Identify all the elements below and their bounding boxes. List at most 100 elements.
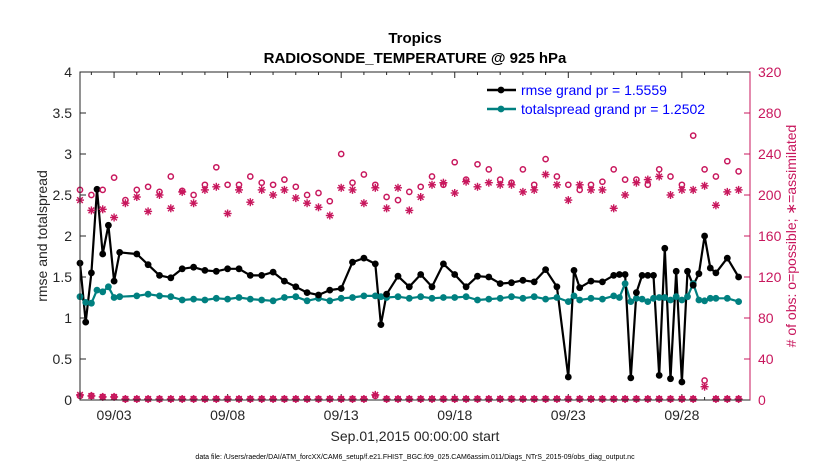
totalspread-point [621,280,629,287]
rmse-point [616,271,623,278]
rmse-point [99,250,107,258]
totalspread-point [417,293,425,301]
x-tick-label: 09/18 [437,407,472,423]
totalspread-point [712,294,720,302]
totalspread-point [735,298,742,305]
obs-assimilated-point [246,198,255,207]
obs-assimilated-point [371,183,380,192]
y-left-tick-label: 0.5 [53,351,73,367]
totalspread-point [190,295,198,303]
x-tick-label: 09/08 [210,407,245,423]
obs-possible-point [428,173,436,180]
obs-assimilated-low-point [291,395,300,403]
obs-assimilated-low-point [280,395,289,403]
obs-assimilated-point [723,187,732,196]
obs-assimilated-point [110,213,119,222]
obs-possible-point [485,166,493,173]
rmse-point [156,272,163,279]
rmse-point [269,268,277,276]
obs-assimilated-low-point [734,395,743,403]
rmse-point [178,265,186,273]
obs-assimilated-point [269,191,278,199]
obs-assimilated-point [530,185,539,194]
obs-assimilated-point [189,199,198,208]
rmse-point [712,269,720,277]
obs-assimilated-low-point [575,395,584,403]
obs-assimilated-point [484,178,493,187]
rmse-point [667,375,674,383]
obs-assimilated-low-point [121,395,130,403]
obs-assimilated-point [655,172,664,181]
obs-assimilated-point [598,185,607,194]
obs-assimilated-point [303,199,312,208]
obs-possible-point [326,197,334,205]
rmse-point [212,267,220,275]
obs-assimilated-point [734,185,743,194]
obs-possible-point [99,186,107,194]
rmse-point [246,272,254,279]
obs-assimilated-low-point [462,395,471,403]
obs-assimilated-low-point [246,395,255,403]
rmse-point [201,267,209,274]
data-file-footer: data file: /Users/raeder/DAI/ATM_forcXX/… [195,454,635,461]
rmse-point [326,286,334,294]
totalspread-point [723,294,731,302]
obs-assimilated-low-point [189,395,198,403]
y-axis-label-right: # of obs: o=possible; ∗=assimilated [783,125,799,348]
y-right-tick-label: 120 [758,269,782,285]
rmse-point [496,280,504,287]
rmse-point [655,372,663,379]
rmse-point [116,249,124,256]
totalspread-point [212,294,220,302]
obs-assimilated-low-point [689,395,698,403]
obs-possible-point [110,174,118,181]
obs-assimilated-point [666,191,675,199]
rmse-point [360,254,368,262]
totalspread-point [394,293,402,301]
obs-assimilated-low-point [677,395,686,403]
obs-possible-point [474,160,481,168]
rmse-point [82,318,90,326]
rmse-point [190,263,198,271]
obs-assimilated-low-point [371,390,380,399]
obs-assimilated-low-point [155,395,164,403]
obs-assimilated-low-point [132,395,141,403]
totalspread-point [542,295,549,303]
totalspread-point [576,296,584,304]
obs-assimilated-low-point [428,395,436,403]
rmse-point [576,284,584,292]
chart-subtitle: RADIOSONDE_TEMPERATURE @ 925 hPa [264,50,567,67]
obs-assimilated-low-point [439,395,448,403]
rmse-point [684,267,691,275]
obs-assimilated-point [178,187,187,196]
totalspread-point [349,294,356,301]
totalspread-point [655,294,663,301]
obs-assimilated-point [121,199,130,208]
totalspread-point [105,283,112,291]
obs-assimilated-point [291,194,300,203]
obs-assimilated-low-point [632,395,641,403]
obs-assimilated-point [587,185,595,194]
obs-assimilated-low-point [450,395,459,403]
obs-assimilated-point [462,177,471,186]
tick-labels: 00.511.522.533.5404080120160200240280320… [53,64,782,423]
rmse-point [695,270,703,278]
rmse-point [88,269,95,277]
obs-assimilated-point [428,180,436,189]
obs-assimilated-low-point [564,395,573,403]
rmse-point [377,321,385,328]
obs-possible-point [167,173,175,180]
totalspread-point [303,297,311,305]
legend-spread-label: totalspread grand pr = 1.2502 [521,101,705,117]
obs-assimilated-point [223,209,232,218]
obs-assimilated-point [609,204,618,213]
rmse-point [292,283,300,291]
y-right-tick-label: 0 [758,392,766,408]
totalspread-point [519,294,527,302]
y-left-tick-label: 3.5 [53,105,73,121]
totalspread-point [88,299,95,307]
obs-possible-point [292,183,300,191]
obs-assimilated-low-point [144,395,153,403]
totalspread-point [178,296,186,304]
